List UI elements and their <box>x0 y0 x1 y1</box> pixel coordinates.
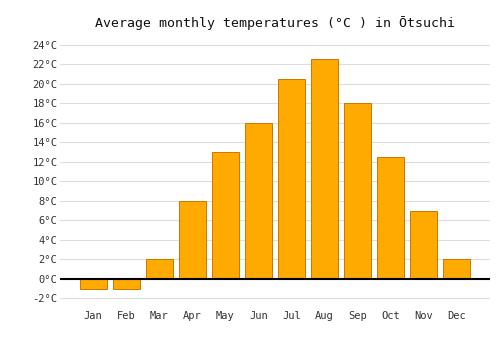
Bar <box>112 279 140 288</box>
Bar <box>344 103 371 279</box>
Bar <box>278 79 305 279</box>
Title: Average monthly temperatures (°C ) in Ōtsuchi: Average monthly temperatures (°C ) in Ōt… <box>95 16 455 30</box>
Bar <box>146 259 173 279</box>
Bar <box>311 60 338 279</box>
Bar <box>410 210 438 279</box>
Bar <box>245 123 272 279</box>
Bar <box>179 201 206 279</box>
Bar <box>80 279 106 288</box>
Bar <box>377 157 404 279</box>
Bar <box>212 152 239 279</box>
Bar <box>444 259 470 279</box>
